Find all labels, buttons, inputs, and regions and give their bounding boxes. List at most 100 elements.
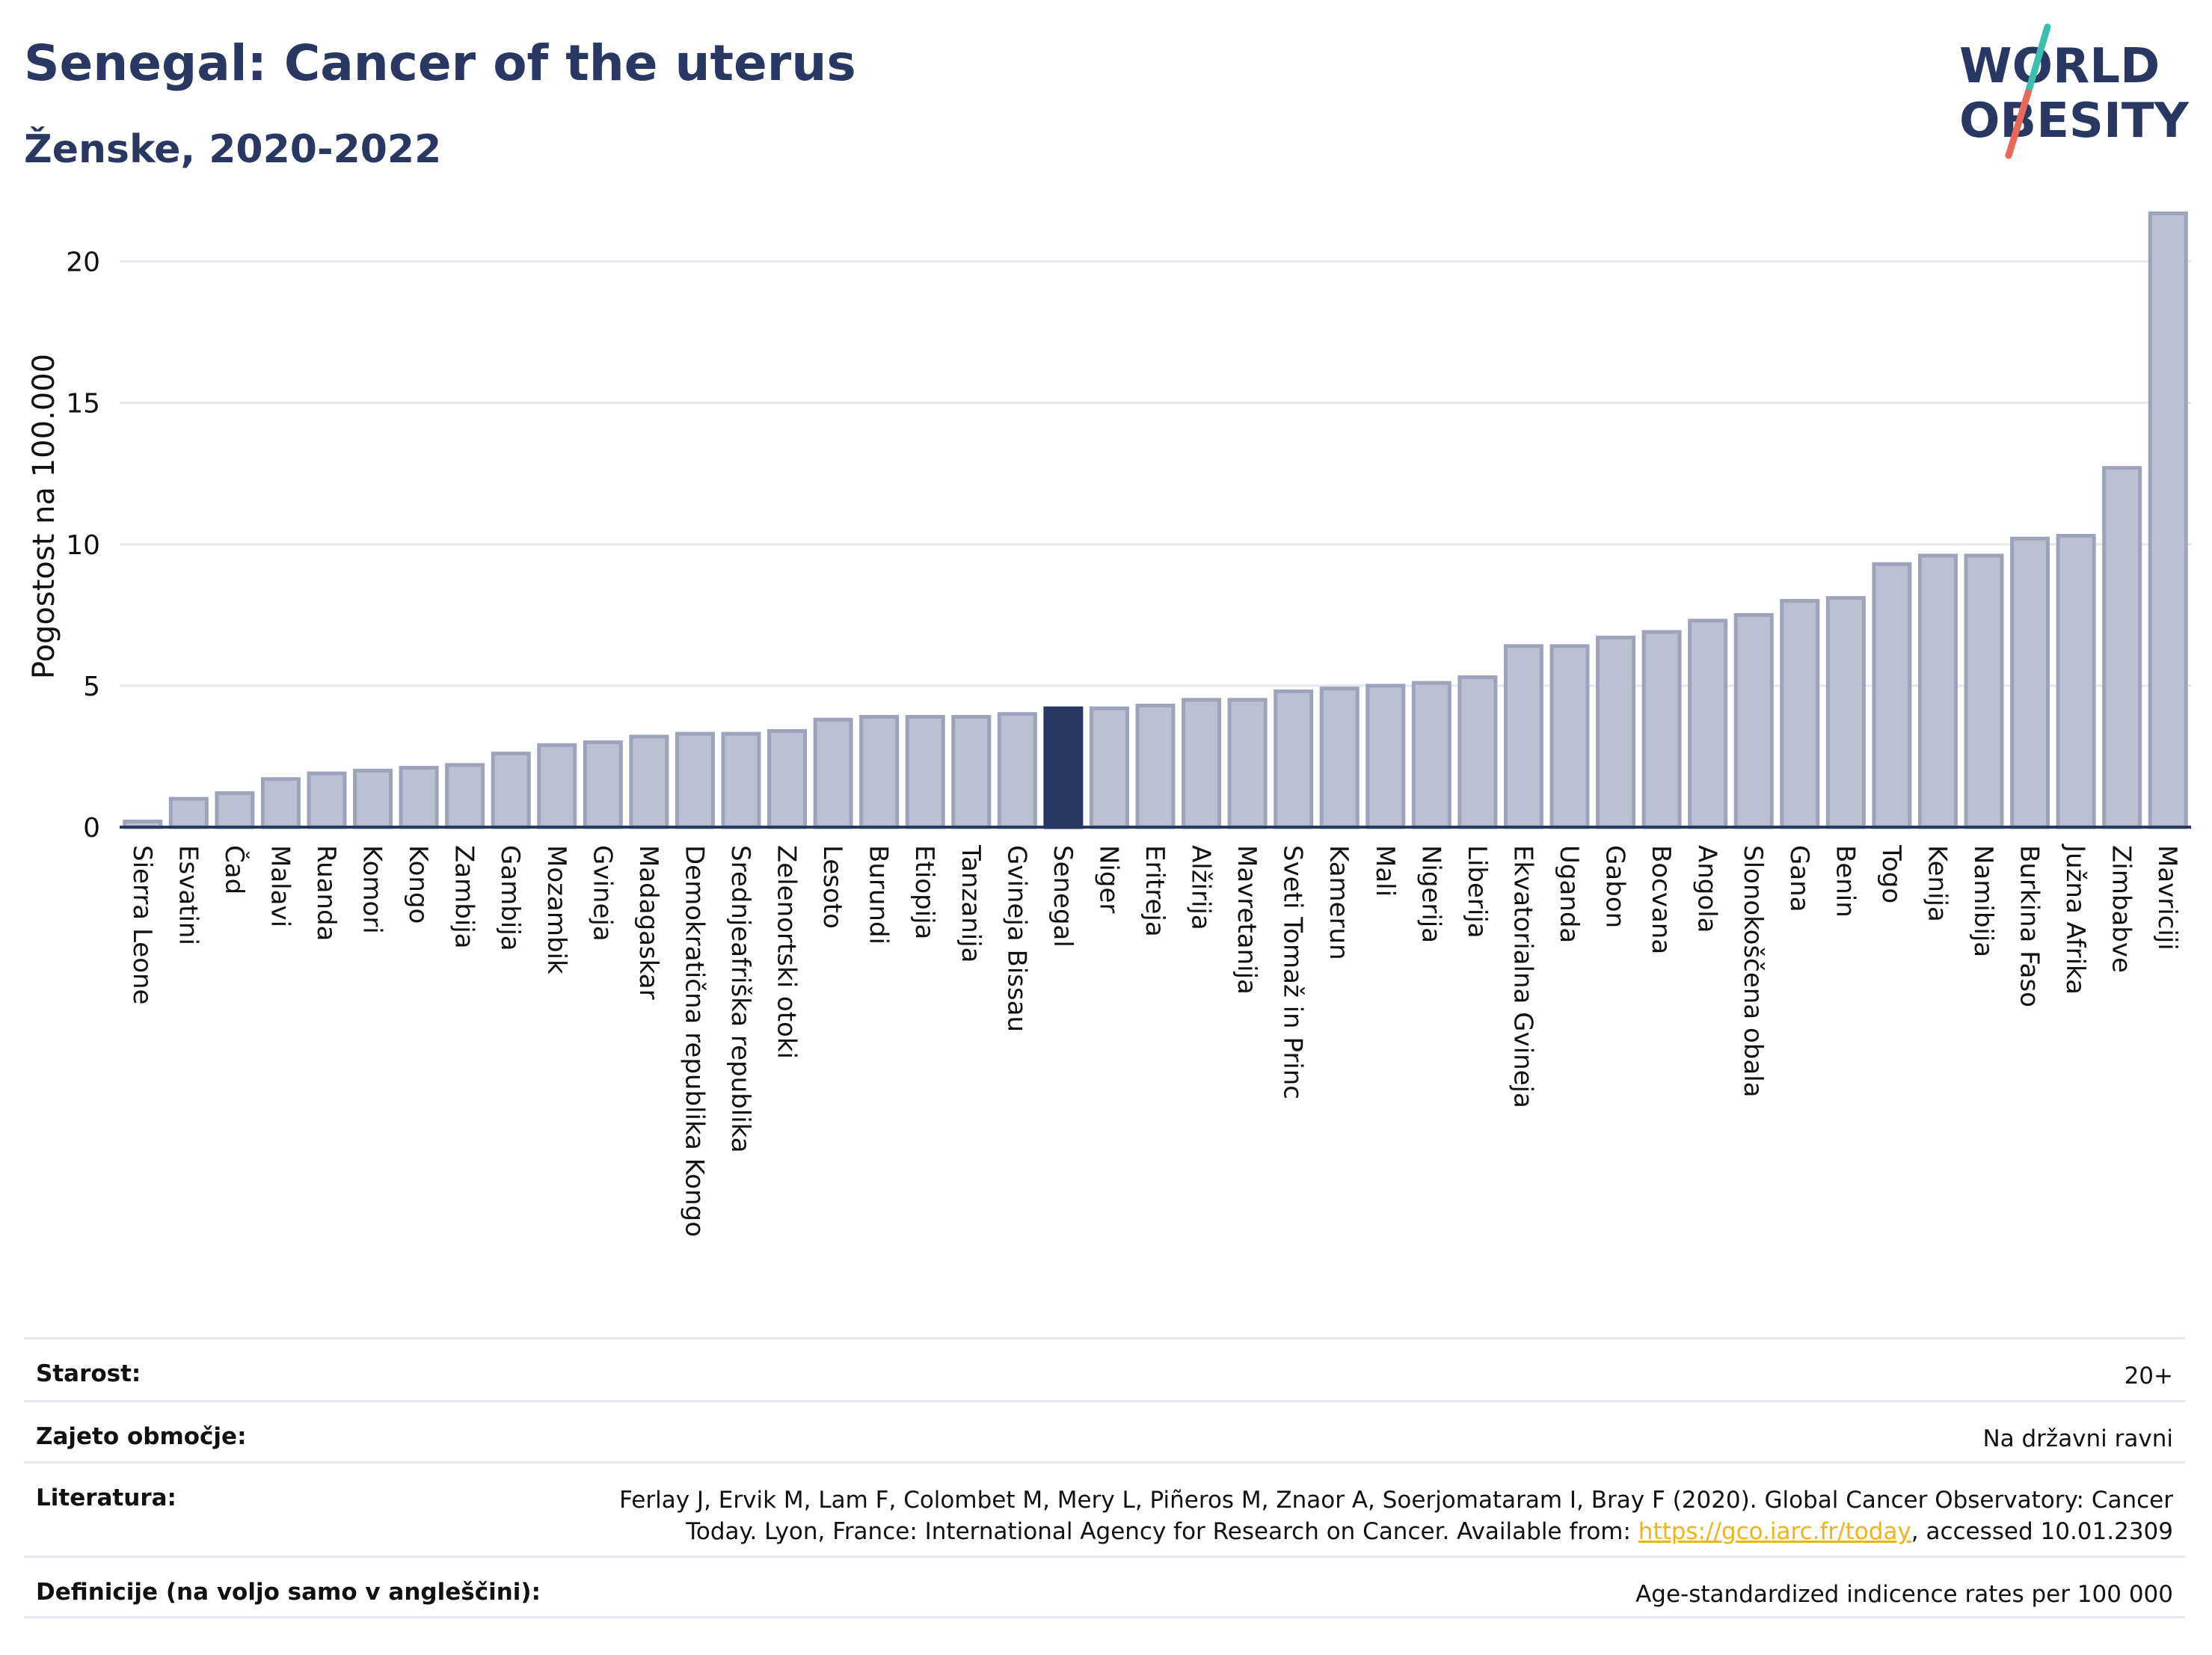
x-tick-label: Mavriciji (2152, 845, 2182, 951)
y-tick-label: 5 (83, 672, 100, 702)
references-link[interactable]: https://gco.iarc.fr/today (1638, 1518, 1911, 1545)
logo-word-obesity: OBESITY (1959, 93, 2189, 149)
age-value: 20+ (2124, 1363, 2173, 1390)
x-tick-label: Tanzanija (956, 844, 986, 962)
coverage-value: Na državni ravni (1982, 1425, 2173, 1452)
x-tick-label: Srednjeafriška republika (725, 845, 755, 1153)
bar (905, 714, 945, 829)
x-tick-label: Eritreja (1140, 845, 1170, 937)
bar (537, 743, 577, 829)
bar (1411, 681, 1451, 829)
bar (445, 763, 485, 829)
x-tick-label: Nigerija (1416, 845, 1446, 943)
bar (1549, 644, 1590, 829)
bar (1641, 630, 1682, 829)
bar (675, 731, 715, 829)
bar (1596, 636, 1636, 829)
x-tick-label: Togo (1876, 844, 1906, 903)
bar-chart: 0 5 10 15 20 Pogostost na 100.000 Sierra Leone… (27, 211, 2191, 1237)
x-tick-label: Namibija (1968, 845, 1998, 957)
bar (260, 777, 301, 829)
x-tick-label: Gana (1784, 845, 1814, 912)
x-tick-label: Mozambik (541, 845, 571, 974)
x-tick-label: Esvatini (173, 845, 203, 945)
chart-title: Senegal: Cancer of the uterus (24, 34, 856, 92)
bar (629, 734, 669, 829)
x-tick-label: Gvineja (587, 845, 617, 942)
x-tick-label: Mali (1370, 845, 1400, 897)
x-tick-label: Komori (357, 845, 387, 934)
x-tick-label: Zambija (449, 845, 479, 949)
x-tick-label: Ruanda (311, 845, 341, 941)
bar (1825, 596, 1866, 829)
x-tick-label: Etiopija (909, 845, 939, 939)
bar (1319, 687, 1360, 829)
bar (813, 717, 853, 829)
x-tick-label: Uganda (1554, 845, 1584, 943)
x-tick-label: Mavretanija (1232, 845, 1262, 995)
references-text-2: Today. Lyon, France: International Agenc… (686, 1518, 1638, 1545)
x-tick-label: Južna Afrika (2060, 844, 2090, 995)
references-text-3: , accessed 10.01.2309 (1911, 1518, 2173, 1545)
meta-row-references: Literatura: Ferlay J, Ervik M, Lam F, Co… (24, 1461, 2185, 1556)
x-tick-label: Lesoto (817, 845, 847, 929)
bar (1135, 703, 1176, 829)
x-tick-label: Angola (1692, 845, 1722, 933)
x-tick-label: Demokratična republika Kongo (679, 845, 709, 1237)
definitions-value: Age-standardized indicence rates per 100… (1635, 1581, 2173, 1608)
bar (1964, 553, 2004, 829)
x-tick-label: Sierra Leone (127, 845, 157, 1004)
x-tick-label: Benin (1830, 845, 1860, 918)
bar (307, 771, 347, 829)
bar (168, 796, 209, 829)
chart-subtitle: Ženske, 2020-2022 (24, 127, 442, 172)
bar (1780, 598, 1820, 829)
bar (951, 714, 992, 829)
x-tick-label: Burundi (864, 845, 894, 945)
bar (767, 728, 808, 829)
metadata-table: Starost: 20+ Zajeto območje: Na državni … (24, 1337, 2185, 1618)
bar (1872, 562, 1912, 829)
references-text-1: Ferlay J, Ervik M, Lam F, Colombet M, Me… (619, 1487, 2173, 1514)
x-tick-label: Zimbabve (2107, 845, 2136, 973)
bar (399, 766, 439, 829)
x-tick-label: Alžirija (1186, 845, 1216, 930)
bar (2102, 466, 2142, 829)
bar (1227, 698, 1268, 829)
coverage-label: Zajeto območje: (36, 1423, 247, 1450)
x-tick-label: Zelenortski otoki (772, 845, 802, 1059)
bar-highlight (1043, 706, 1084, 829)
bar (997, 712, 1037, 829)
x-tick-label: Gvineja Bissau (1001, 845, 1031, 1032)
y-tick-label: 0 (83, 813, 100, 844)
bar (583, 740, 623, 829)
bar (491, 752, 531, 829)
x-tick-label: Malavi (265, 845, 295, 927)
bar (721, 731, 761, 829)
bar (2056, 533, 2096, 829)
bar (1457, 675, 1498, 829)
world-obesity-logo: WORLD OBESITY (1959, 23, 2189, 159)
x-tick-label: Burkina Faso (2015, 845, 2044, 1007)
bar (1688, 618, 1728, 829)
x-tick-label: Slonokoščena obala (1738, 845, 1768, 1097)
x-tick-label: Sveti Tomaž in Princ (1278, 845, 1308, 1099)
y-tick-label: 10 (66, 530, 100, 561)
x-tick-label: Kongo (403, 845, 433, 924)
meta-row-definitions: Definicije (na voljo samo v angleščini):… (24, 1556, 2185, 1618)
x-tick-label: Gambija (495, 845, 525, 951)
bar (1917, 553, 1958, 829)
x-tick-label: Niger (1093, 845, 1123, 913)
x-tick-label: Gabon (1600, 845, 1630, 928)
bar (215, 791, 255, 829)
references-value: Ferlay J, Ervik M, Lam F, Colombet M, Me… (619, 1484, 2173, 1547)
x-tick-label: Ekvatorialna Gvineja (1508, 845, 1537, 1108)
meta-row-coverage: Zajeto območje: Na državni ravni (24, 1400, 2185, 1461)
bar (353, 768, 393, 829)
x-tick-label: Liberija (1462, 845, 1492, 939)
bar (1503, 644, 1543, 829)
x-tick-label: Madagaskar (633, 845, 663, 1000)
logo-word-world: WORLD (1959, 39, 2160, 94)
bar (2148, 211, 2188, 829)
bar (1733, 612, 1774, 829)
